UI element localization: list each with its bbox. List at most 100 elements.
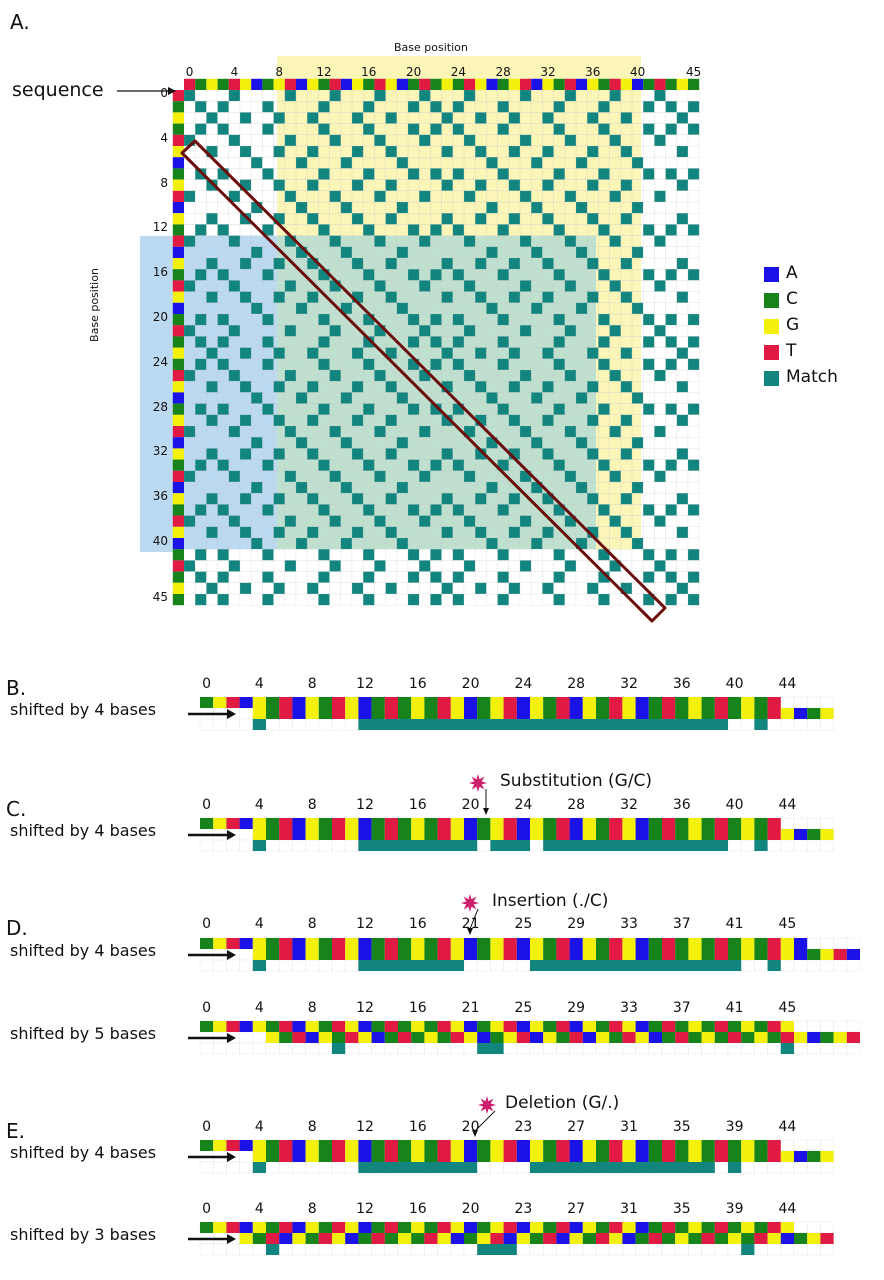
grid-cell	[665, 392, 677, 404]
grid-cell	[206, 134, 218, 147]
grid-cell	[587, 571, 599, 583]
grid-cell	[793, 839, 808, 852]
grid-cell	[477, 1161, 491, 1174]
grid-cell	[212, 839, 227, 852]
base-cell	[569, 1021, 583, 1032]
base-cell	[437, 829, 451, 840]
match-cell	[194, 224, 207, 236]
position-tick-label: 21	[461, 916, 480, 932]
grid-cell	[239, 269, 252, 281]
grid-cell	[183, 112, 196, 124]
match-cell	[262, 336, 274, 348]
base-cell	[358, 1021, 372, 1032]
base-cell	[741, 697, 755, 708]
grid-cell	[194, 470, 207, 483]
grid-cell	[687, 291, 700, 304]
grid-cell	[396, 582, 409, 595]
match-cell	[183, 280, 196, 292]
match-bar	[252, 840, 266, 851]
grid-cell	[206, 571, 218, 583]
match-cell	[553, 168, 565, 180]
grid-cell	[194, 291, 207, 304]
match-cell	[262, 123, 274, 135]
grid-cell	[486, 257, 498, 270]
grid-cell	[450, 1243, 465, 1256]
top-axis-title: Base position	[394, 41, 468, 54]
grid-cell	[486, 459, 498, 472]
grid-cell	[307, 313, 319, 326]
grid-cell	[396, 549, 409, 561]
grid-cell	[564, 347, 577, 360]
match-cell	[262, 313, 274, 326]
grid-cell	[194, 190, 207, 203]
match-cell	[407, 123, 420, 135]
base-cell	[688, 818, 702, 829]
grid-cell	[329, 593, 342, 606]
grid-cell	[396, 403, 409, 416]
match-cell	[262, 403, 274, 416]
match-cell	[687, 224, 700, 236]
match-cell	[273, 526, 286, 539]
base-cell	[172, 347, 184, 359]
match-cell	[441, 582, 454, 595]
grid-cell	[385, 470, 398, 483]
grid-cell	[531, 89, 543, 102]
grid-cell	[305, 959, 320, 972]
base-cell	[569, 1032, 583, 1043]
base-cell	[172, 538, 184, 550]
grid-cell	[329, 448, 342, 460]
base-cell	[266, 818, 280, 829]
grid-cell	[329, 291, 342, 304]
base-cell	[556, 949, 570, 960]
base-cell	[477, 1021, 491, 1032]
base-cell	[450, 818, 464, 829]
grid-cell	[519, 145, 532, 158]
match-cell	[307, 582, 319, 595]
base-cell	[305, 829, 319, 840]
grid-cell	[598, 134, 610, 147]
grid-cell	[780, 839, 795, 852]
grid-cell	[305, 1243, 320, 1256]
grid-cell	[199, 839, 214, 852]
grid-cell	[318, 437, 330, 449]
base-cell	[665, 78, 677, 90]
grid-cell	[407, 246, 420, 259]
base-cell	[530, 1222, 544, 1233]
grid-cell	[575, 571, 588, 583]
grid-cell	[654, 100, 666, 113]
base-cell	[582, 818, 596, 829]
grid-cell	[374, 112, 386, 124]
match-cell	[441, 526, 454, 539]
match-cell	[587, 347, 599, 360]
match-cell	[407, 100, 420, 113]
grid-cell	[295, 224, 308, 236]
match-cell	[430, 100, 442, 113]
base-cell	[688, 1140, 702, 1151]
grid-cell	[676, 593, 689, 606]
base-cell	[675, 1032, 689, 1043]
base-cell	[503, 697, 517, 708]
grid-cell	[452, 201, 465, 214]
position-tick-label: 37	[672, 1000, 691, 1016]
grid-cell	[575, 560, 588, 572]
match-cell	[295, 246, 308, 259]
position-tick-label: 35	[672, 1119, 691, 1135]
base-cell	[172, 146, 184, 158]
grid-cell	[564, 336, 577, 348]
grid-cell	[295, 168, 308, 180]
base-cell	[714, 708, 728, 719]
grid-cell	[846, 1020, 861, 1033]
grid-cell	[194, 515, 207, 527]
grid-cell	[609, 493, 621, 505]
base-cell	[622, 829, 636, 840]
match-cell	[318, 336, 330, 348]
grid-cell	[676, 336, 689, 348]
grid-cell	[441, 269, 454, 281]
grid-cell	[351, 224, 364, 236]
grid-cell	[374, 212, 386, 225]
base-cell	[676, 78, 688, 90]
grid-cell	[553, 381, 565, 393]
grid-cell	[609, 145, 621, 158]
grid-cell	[228, 381, 241, 393]
grid-cell	[329, 246, 342, 259]
